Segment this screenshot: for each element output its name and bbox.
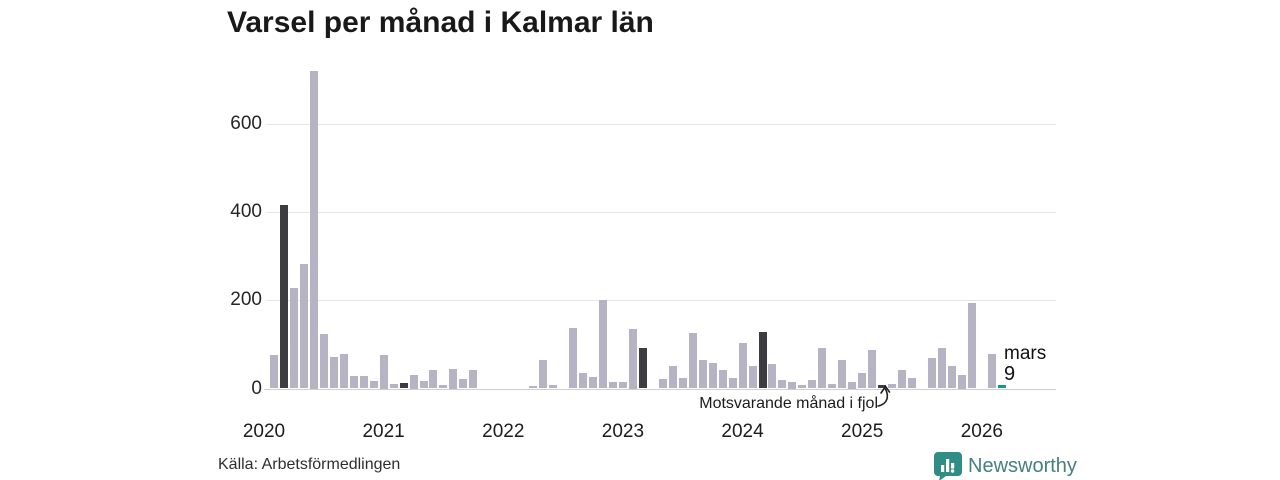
month-bar bbox=[738, 343, 747, 389]
month-bar bbox=[927, 358, 936, 389]
gridline bbox=[266, 211, 1056, 213]
curved-arrow-icon bbox=[877, 385, 891, 407]
month-bar bbox=[987, 353, 996, 389]
month-bar bbox=[688, 333, 697, 389]
month-bar bbox=[269, 354, 278, 389]
month-bar bbox=[908, 378, 917, 389]
source-caption: Källa: Arbetsförmedlingen bbox=[218, 456, 401, 473]
month-bar bbox=[798, 384, 807, 389]
month-bar bbox=[319, 333, 328, 389]
month-bar bbox=[409, 375, 418, 389]
month-bar bbox=[888, 383, 897, 389]
month-bar bbox=[728, 378, 737, 389]
newsworthy-wordmark: Newsworthy bbox=[968, 454, 1077, 477]
highlighted-march-bar bbox=[758, 331, 767, 389]
current-month-value: 9 bbox=[1004, 363, 1016, 385]
current-month-bar bbox=[997, 384, 1006, 389]
highlighted-march-bar bbox=[279, 204, 288, 389]
month-bar bbox=[658, 378, 667, 389]
gridline bbox=[266, 300, 1056, 302]
x-axis-year-label: 2022 bbox=[482, 421, 525, 442]
month-bar bbox=[848, 381, 857, 389]
month-bar bbox=[858, 373, 867, 389]
highlighted-march-bar bbox=[878, 384, 887, 389]
month-bar bbox=[299, 263, 308, 389]
highlighted-march-bar bbox=[399, 382, 408, 389]
month-bar bbox=[359, 376, 368, 389]
month-bar bbox=[608, 382, 617, 389]
x-axis-year-label: 2026 bbox=[960, 421, 1003, 442]
month-bar bbox=[937, 348, 946, 389]
month-bar bbox=[589, 377, 597, 389]
month-bar bbox=[569, 327, 578, 389]
month-bar bbox=[967, 303, 976, 389]
x-axis-year-label: 2025 bbox=[841, 421, 884, 442]
month-bar bbox=[748, 366, 757, 389]
month-bar bbox=[618, 382, 627, 389]
month-bar bbox=[898, 369, 907, 389]
y-axis-tick-label: 200 bbox=[230, 289, 262, 311]
month-bar bbox=[459, 378, 468, 389]
x-axis-year-label: 2020 bbox=[242, 421, 286, 442]
month-bar bbox=[628, 328, 637, 389]
month-bar bbox=[309, 70, 318, 389]
y-axis-tick-label: 0 bbox=[251, 377, 262, 399]
gridline bbox=[266, 123, 1056, 125]
month-bar bbox=[349, 376, 358, 389]
newsworthy-logo: Newsworthy bbox=[934, 451, 1077, 480]
x-axis-year-label: 2024 bbox=[721, 421, 764, 442]
month-bar bbox=[957, 375, 966, 389]
month-bar bbox=[598, 300, 607, 389]
month-bar bbox=[698, 360, 707, 389]
month-bar bbox=[449, 368, 458, 389]
month-bar bbox=[289, 288, 298, 389]
highlight-annotation: Motsvarande månad i fjol bbox=[699, 395, 878, 412]
month-bar bbox=[708, 363, 717, 389]
month-bar bbox=[768, 364, 777, 389]
month-bar bbox=[379, 355, 388, 389]
x-axis-year-label: 2023 bbox=[601, 421, 645, 442]
month-bar bbox=[419, 380, 428, 389]
month-bar bbox=[539, 359, 548, 389]
month-bar bbox=[778, 380, 787, 389]
month-bar bbox=[439, 385, 448, 389]
month-bar bbox=[329, 356, 338, 389]
month-bar bbox=[529, 385, 538, 389]
highlighted-march-bar bbox=[638, 347, 647, 389]
month-bar bbox=[788, 381, 797, 389]
current-month-label: mars 9 bbox=[1004, 343, 1046, 385]
month-bar bbox=[549, 384, 558, 389]
newsworthy-bubble-chart-icon bbox=[934, 452, 962, 480]
month-bar bbox=[868, 350, 877, 389]
month-bar bbox=[678, 378, 687, 389]
chart-title: Varsel per månad i Kalmar län bbox=[227, 6, 654, 39]
month-bar bbox=[469, 369, 478, 389]
month-bar bbox=[369, 380, 378, 389]
month-bar bbox=[339, 353, 348, 389]
month-bar bbox=[429, 369, 438, 389]
month-bar bbox=[838, 360, 847, 389]
month-bar bbox=[818, 348, 827, 389]
current-month-name: mars bbox=[1004, 343, 1047, 364]
month-bar bbox=[947, 365, 956, 389]
x-axis-year-label: 2021 bbox=[362, 421, 405, 442]
y-axis-tick-label: 600 bbox=[230, 112, 262, 134]
x-axis-line bbox=[264, 388, 1056, 390]
month-bar bbox=[718, 369, 727, 389]
month-bar bbox=[808, 380, 817, 389]
month-bar bbox=[579, 372, 588, 389]
month-bar bbox=[668, 365, 677, 389]
y-axis-tick-label: 400 bbox=[230, 200, 262, 222]
month-bar bbox=[828, 383, 837, 389]
month-bar bbox=[389, 384, 398, 389]
